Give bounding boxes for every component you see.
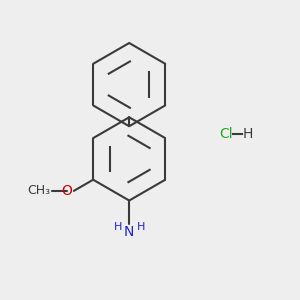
- Text: H: H: [136, 222, 145, 232]
- Text: N: N: [124, 226, 134, 239]
- Text: CH₃: CH₃: [27, 184, 50, 197]
- Text: H: H: [113, 222, 122, 232]
- Text: Cl: Cl: [220, 127, 233, 141]
- Text: H: H: [243, 127, 253, 141]
- Text: O: O: [61, 184, 72, 198]
